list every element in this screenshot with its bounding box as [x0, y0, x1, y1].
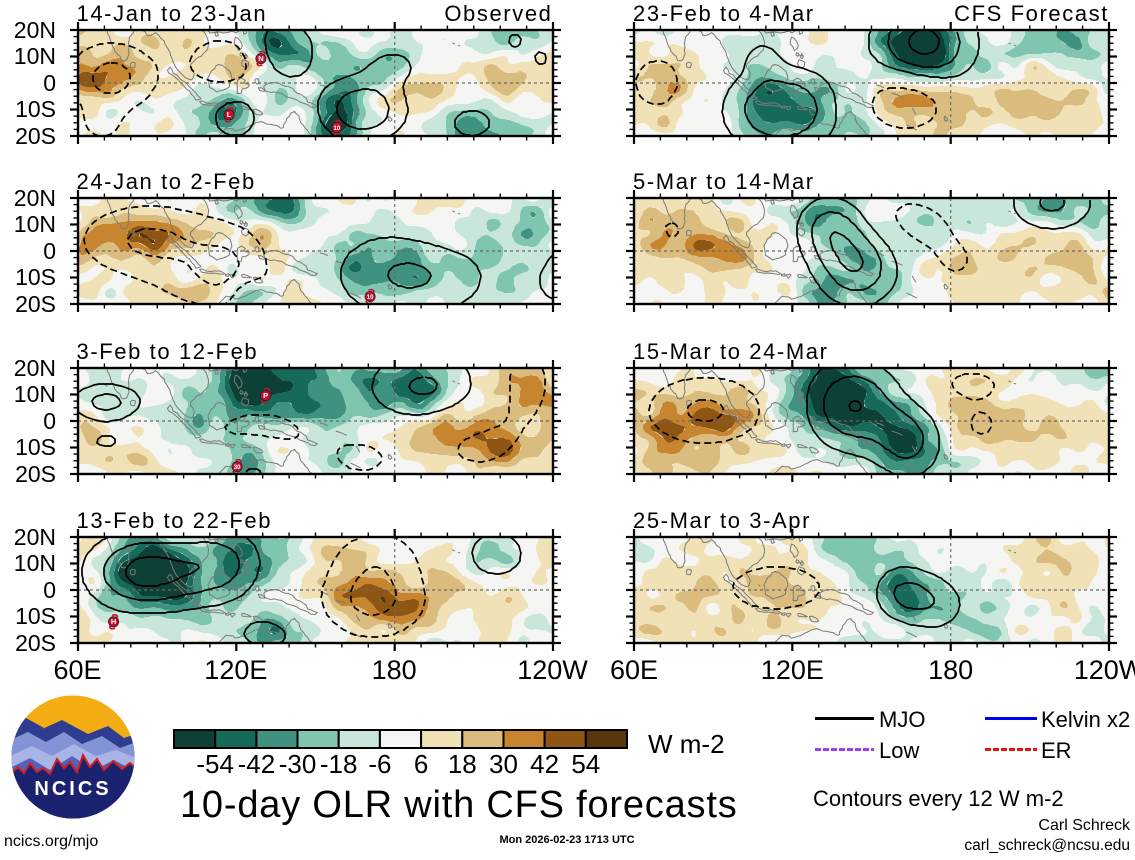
svg-text:NCICS: NCICS	[34, 778, 111, 800]
svg-text:30: 30	[233, 465, 240, 471]
svg-text:N: N	[258, 54, 263, 63]
svg-text:P: P	[263, 391, 268, 400]
svg-text:H: H	[110, 617, 115, 626]
svg-text:L: L	[226, 110, 231, 119]
svg-text:10: 10	[366, 295, 373, 301]
svg-text:10: 10	[333, 126, 340, 132]
